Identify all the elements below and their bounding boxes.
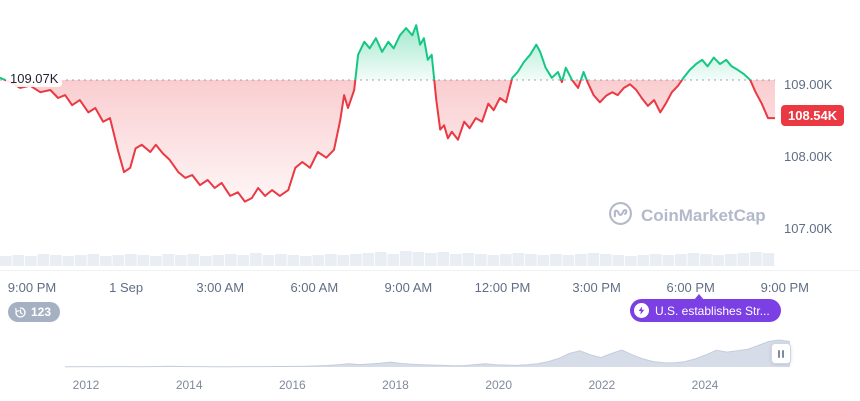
- main-chart[interactable]: 109.07K 109.00K 108.00K 107.00K 108.54K …: [0, 0, 860, 270]
- y-axis-tick: 108.00K: [784, 149, 833, 164]
- time-tick: 9:00 AM: [384, 280, 433, 295]
- time-axis: 9:00 PM 1 Sep 3:00 AM 6:00 AM 9:00 AM 12:00 P…: [0, 270, 860, 301]
- time-tick: 12:00 PM: [474, 280, 531, 295]
- time-tick: 6:00 PM: [666, 280, 715, 295]
- year-tick: 2014: [175, 378, 203, 392]
- news-annotation-text: U.S. establishes Str...: [655, 303, 770, 318]
- time-tick: 3:00 AM: [196, 280, 245, 295]
- time-tick: 9:00 PM: [7, 280, 57, 295]
- news-annotation-badge[interactable]: U.S. establishes Str...: [630, 294, 781, 322]
- year-tick: 2022: [588, 378, 616, 392]
- year-tick: 2020: [485, 378, 513, 392]
- handle-bar-icon: [778, 349, 780, 358]
- range-handle[interactable]: [771, 343, 791, 364]
- lightning-icon: [634, 303, 649, 318]
- open-price-label: 109.07K: [6, 70, 63, 87]
- history-icon: [14, 306, 27, 319]
- current-price-badge: 108.54K: [781, 105, 845, 126]
- price-line-chart[interactable]: [0, 0, 775, 270]
- watermark-text: CoinMarketCap: [641, 206, 766, 225]
- time-tick: 6:00 AM: [290, 280, 339, 295]
- time-tick: 9:00 PM: [760, 280, 810, 295]
- year-tick: 2018: [382, 378, 409, 392]
- range-navigator[interactable]: [65, 337, 791, 368]
- year-tick: 2016: [279, 378, 306, 392]
- year-tick: 2024: [691, 378, 719, 392]
- handle-bar-icon: [782, 349, 784, 358]
- y-axis-tick: 109.00K: [784, 77, 833, 92]
- year-tick: 2012: [72, 378, 100, 392]
- y-axis-tick: 107.00K: [784, 221, 833, 236]
- history-count-value: 123: [31, 305, 52, 319]
- time-tick: 3:00 PM: [572, 280, 621, 295]
- coinmarketcap-watermark: CoinMarketCap: [608, 201, 766, 231]
- time-tick: 1 Sep: [109, 280, 144, 295]
- coinmarketcap-logo-icon: [608, 201, 633, 231]
- history-count-badge[interactable]: 123: [8, 302, 61, 322]
- navigator-area-chart: [65, 339, 791, 368]
